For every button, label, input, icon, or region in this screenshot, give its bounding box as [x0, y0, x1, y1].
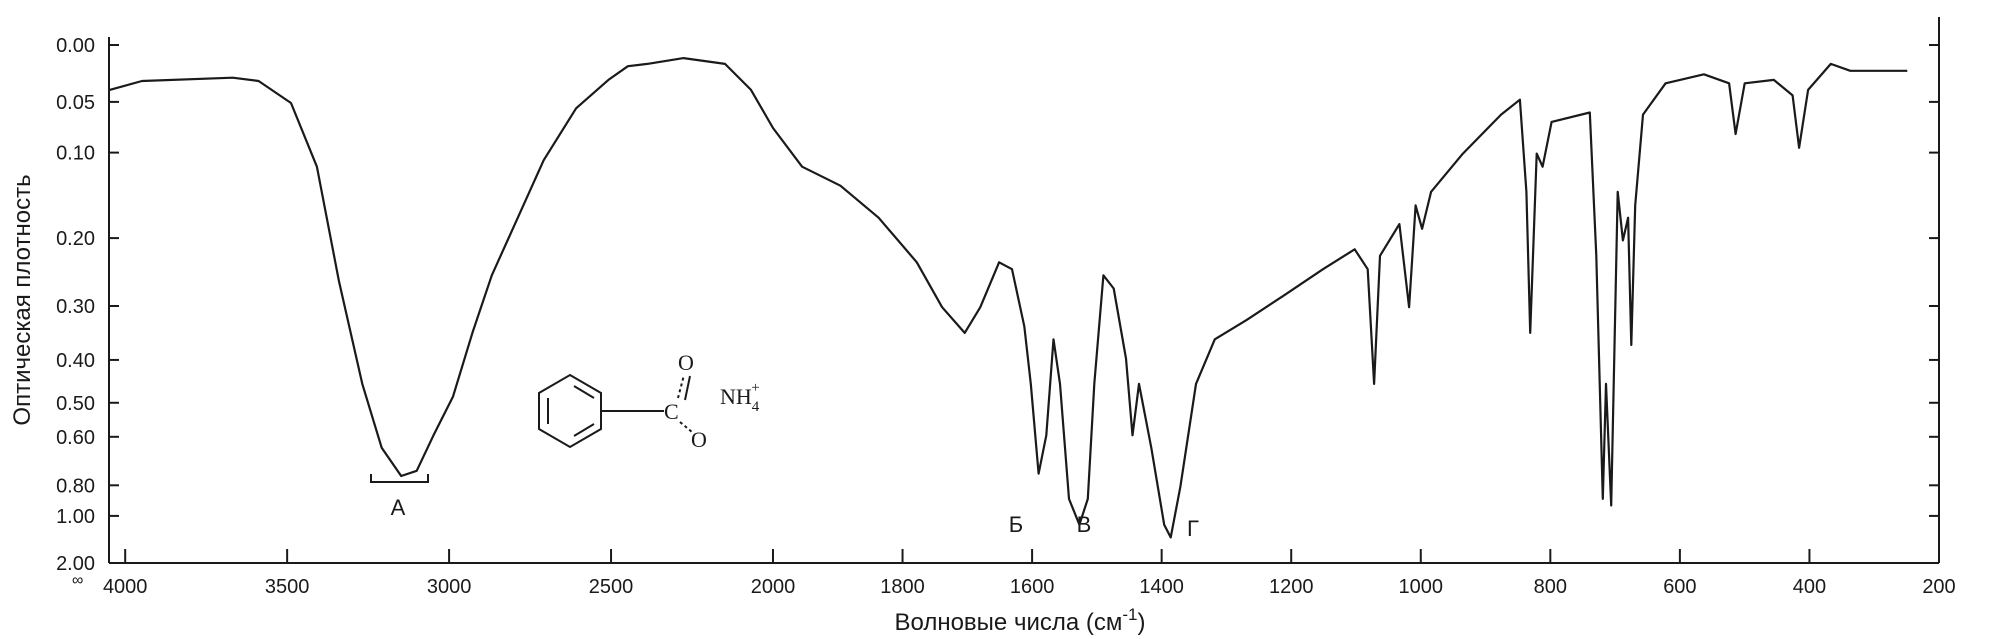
ion-sup: + — [751, 380, 759, 396]
x-tick-label: 400 — [1793, 576, 1826, 598]
annotation: А — [391, 495, 406, 520]
x-tick-label: 3500 — [265, 576, 310, 598]
x-tick-label: 1600 — [1010, 576, 1055, 598]
x-tick-label: 4000 — [103, 576, 148, 598]
annotation-bracket — [370, 474, 429, 483]
x-tick-label: 200 — [1922, 576, 1955, 598]
y-tick-label: 0.10 — [56, 143, 95, 165]
x-tick-label: 1000 — [1399, 576, 1444, 598]
x-tick-label: 1400 — [1139, 576, 1184, 598]
bond — [684, 375, 691, 401]
y-tick-label: 0.50 — [56, 393, 95, 415]
y-tick-label: 0.40 — [56, 350, 95, 372]
x-tick-label: 800 — [1534, 576, 1567, 598]
atom-label: C — [664, 399, 679, 424]
y-tick-label: 0.20 — [56, 228, 95, 250]
bond — [677, 374, 685, 399]
atom-label: O — [678, 350, 694, 375]
x-tick-label: 2000 — [751, 576, 796, 598]
x-axis-label-main: Волновые числа (см — [895, 609, 1123, 636]
corner-label: ∞ — [72, 572, 83, 589]
annotation: Г — [1187, 516, 1199, 541]
y-tick-label: 2.00 — [56, 553, 95, 575]
ion-label: NH4 + — [720, 380, 760, 415]
y-tick-label: 0.00 — [56, 35, 95, 57]
x-tick-label: 2500 — [589, 576, 634, 598]
ion: NH — [720, 384, 752, 409]
molecule: C O O NH4 + — [538, 350, 760, 452]
ring-bond — [573, 385, 595, 399]
x-tick-label: 3000 — [427, 576, 472, 598]
ring-bond — [573, 423, 595, 437]
spectrum-line — [109, 57, 1908, 539]
y-tick-label: 0.80 — [56, 475, 95, 497]
annotation: Б — [1009, 512, 1023, 537]
annotation: В — [1077, 512, 1092, 537]
y-tick-label: 1.00 — [56, 506, 95, 528]
x-axis-label-sup: -1 — [1122, 605, 1137, 624]
x-tick-label: 1200 — [1269, 576, 1314, 598]
bond — [679, 421, 693, 433]
x-tick-label: 600 — [1663, 576, 1696, 598]
x-axis-label-end: ) — [1138, 609, 1146, 636]
y-axis-label: Оптическая плотность — [9, 174, 36, 425]
atom-label: O — [691, 427, 707, 452]
x-axis-label: Волновые числа (см-1) — [895, 605, 1146, 636]
y-tick-label: 0.30 — [56, 296, 95, 318]
y-tick-label: 0.05 — [56, 92, 95, 114]
x-tick-label: 1800 — [880, 576, 925, 598]
ion-sub: 4 — [752, 399, 760, 415]
y-tick-label: 0.60 — [56, 427, 95, 449]
benzene-ring — [538, 373, 602, 449]
